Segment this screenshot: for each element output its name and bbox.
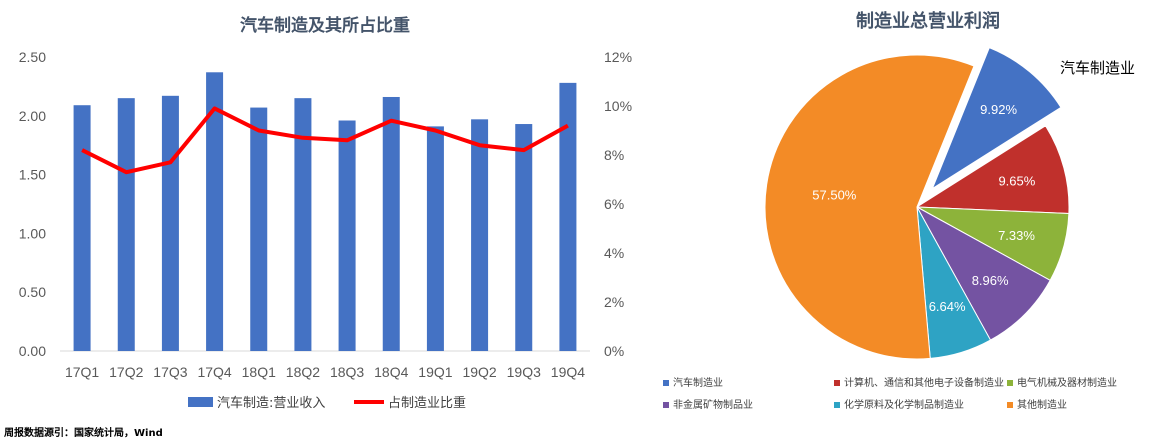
pie-callout: 汽车制造业 [1060, 59, 1135, 77]
right-tick-label: 8% [604, 147, 624, 163]
right-tick-label: 12% [604, 49, 632, 65]
pie-legend-label: 电气机械及器材制造业 [1017, 376, 1117, 389]
combo-legend: 汽车制造:营业收入 占制造业比重 [188, 395, 466, 411]
x-tick-label: 19Q4 [551, 364, 585, 380]
x-tick-label: 17Q4 [197, 364, 231, 380]
pie-slice [931, 46, 1062, 190]
pie-legend-label: 化学原料及化学制品制造业 [844, 398, 964, 411]
left-tick-label: 0.00 [19, 343, 46, 359]
left-axis: 0.00 0.50 1.00 1.50 2.00 2.50 [19, 49, 46, 359]
right-tick-label: 6% [604, 196, 624, 212]
pie-slice [915, 125, 1070, 215]
pie-slice-label: 8.96% [972, 273, 1009, 288]
left-tick-label: 2.50 [19, 49, 46, 65]
bar [471, 119, 489, 351]
x-tick-label: 17Q3 [153, 364, 187, 380]
bar [515, 124, 533, 351]
pie-legend-swatch [1007, 402, 1013, 408]
pie-chart-title: 制造业总营业利润 [856, 10, 1000, 32]
pie-slice-label: 7.33% [998, 228, 1035, 243]
x-tick-label: 18Q1 [242, 364, 276, 380]
pie-slice [764, 54, 975, 360]
x-tick-label: 19Q2 [462, 364, 496, 380]
x-tick-label: 19Q1 [418, 364, 452, 380]
left-tick-label: 0.50 [19, 284, 46, 300]
pie-slice-label: 9.92% [980, 102, 1017, 117]
bar [250, 107, 268, 352]
pie-legend-label: 非金属矿物制品业 [673, 398, 753, 411]
bar [161, 95, 179, 351]
right-tick-label: 10% [604, 98, 632, 114]
left-tick-label: 2.00 [19, 108, 46, 124]
bar [559, 82, 577, 351]
right-tick-label: 0% [604, 343, 624, 359]
x-tick-label: 19Q3 [507, 364, 541, 380]
pie-slice-label: 6.64% [929, 299, 966, 314]
pie-legend-swatch [1007, 380, 1013, 386]
pie-slices [764, 46, 1070, 360]
x-tick-label: 17Q1 [65, 364, 99, 380]
pie-legend-label: 汽车制造业 [673, 376, 723, 389]
source-note: 周报数据源引：国家统计局，Wind [4, 426, 163, 439]
legend-swatch-revenue [188, 397, 213, 407]
left-tick-label: 1.00 [19, 225, 46, 241]
pie-chart: 制造业总营业利润 9.92% 9.65% 7.33% 8.96% 6.64% 57.50%… [663, 10, 1135, 411]
x-tick-label: 18Q2 [286, 364, 320, 380]
pie-legend-swatch [663, 380, 669, 386]
legend-label-share: 占制造业比重 [388, 395, 466, 411]
left-tick-label: 1.50 [19, 167, 46, 183]
pie-slice [915, 205, 1051, 341]
bar-series [73, 72, 577, 352]
pie-labels: 9.92% 9.65% 7.33% 8.96% 6.64% 57.50% [812, 102, 1035, 314]
share-line [81, 106, 569, 175]
legend-label-revenue: 汽车制造:营业收入 [217, 395, 325, 411]
pie-legend-label: 计算机、通信和其他电子设备制造业 [844, 376, 1004, 389]
x-tick-label: 18Q3 [330, 364, 364, 380]
bar [73, 105, 91, 351]
pie-legend-swatch [834, 402, 840, 408]
pie-legend-swatch [834, 380, 840, 386]
bar [294, 98, 312, 351]
bar [426, 126, 444, 351]
right-tick-label: 2% [604, 294, 624, 310]
x-tick-label: 17Q2 [109, 364, 143, 380]
pie-slice-label: 9.65% [998, 173, 1035, 188]
pie-slice-label: 57.50% [812, 188, 857, 203]
combo-chart-title: 汽车制造及其所占比重 [240, 15, 410, 36]
x-tick-label: 18Q4 [374, 364, 408, 380]
bar [338, 120, 356, 351]
pie-legend-swatch [663, 402, 669, 408]
bar [382, 96, 400, 351]
bar [206, 72, 224, 352]
right-axis: 0% 2% 4% 6% 8% 10% 12% [604, 49, 632, 359]
bar [117, 98, 135, 351]
line-series [81, 106, 569, 175]
x-axis-ticks: 17Q1 17Q2 17Q3 17Q4 18Q1 18Q2 18Q3 18Q4 19Q1 19Q2… [65, 364, 585, 380]
combo-chart: 汽车制造及其所占比重 0.00 0.50 1.00 1.50 2.00 2.50 0% 2%… [19, 15, 632, 411]
pie-legend-label: 其他制造业 [1017, 398, 1067, 411]
right-tick-label: 4% [604, 245, 624, 261]
